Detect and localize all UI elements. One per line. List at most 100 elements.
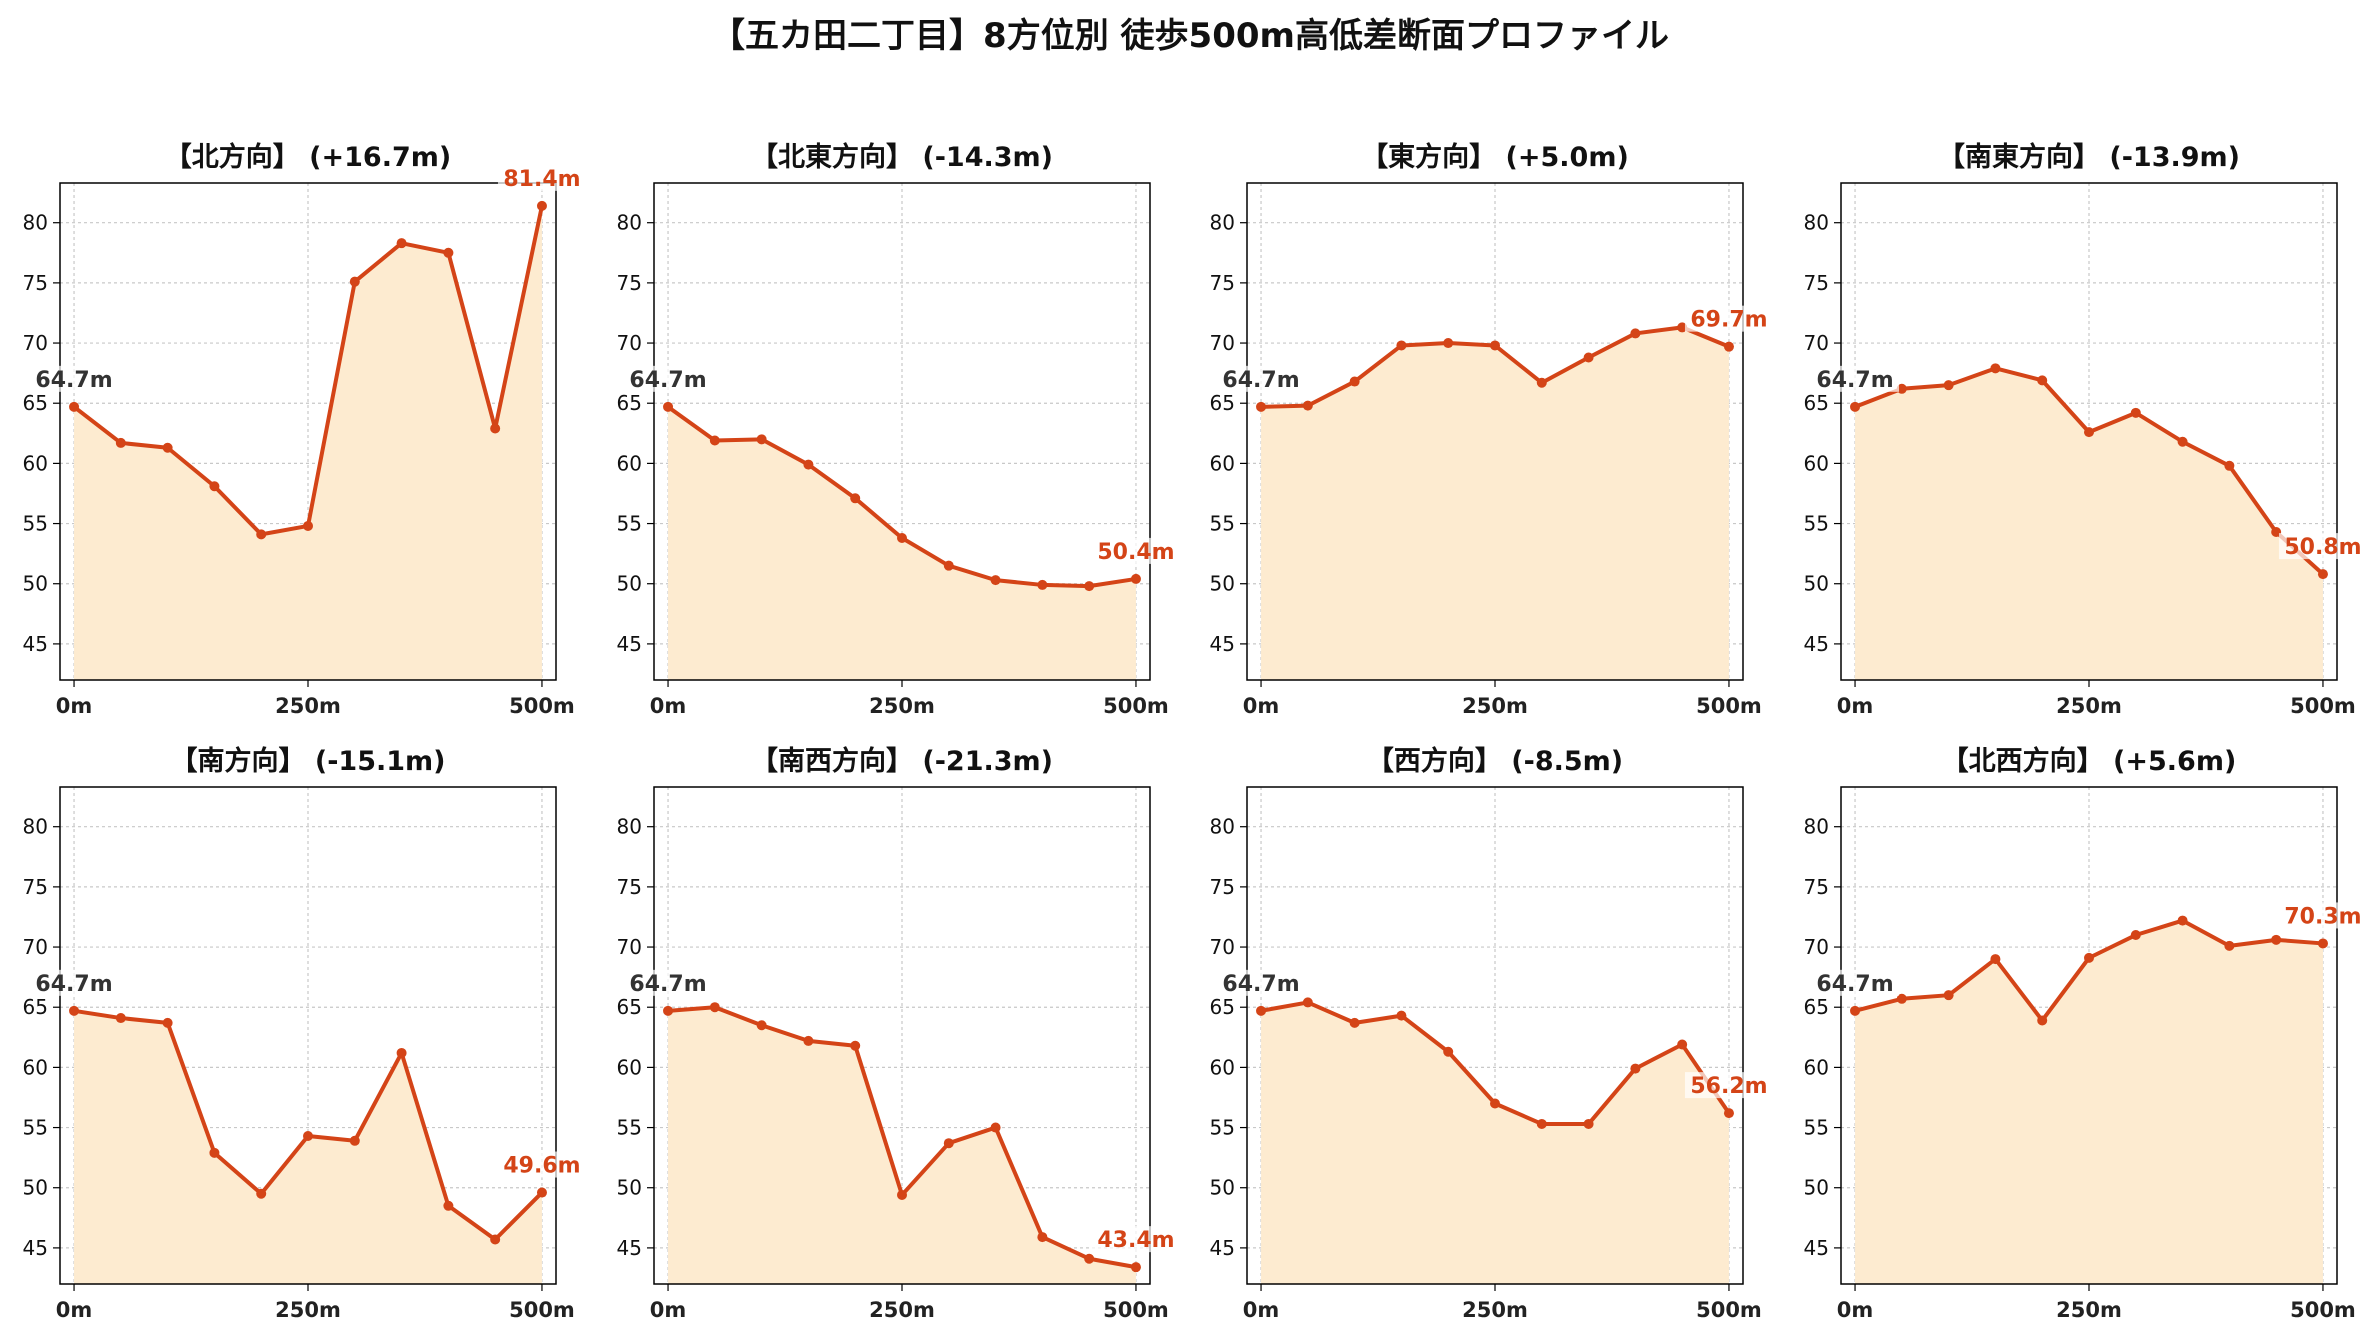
data-point xyxy=(1256,1005,1267,1016)
data-point xyxy=(1349,1017,1360,1028)
data-point xyxy=(1630,328,1641,339)
y-tick-label: 75 xyxy=(1210,271,1235,295)
end-label-bg xyxy=(2278,902,2367,929)
x-tick-label: 500m xyxy=(509,694,575,718)
panel-title: 【南東方向】 (-13.9m) xyxy=(1938,141,2240,173)
end-value-label: 69.7m xyxy=(1690,308,1767,333)
start-value-label: 64.7m xyxy=(1222,368,1299,393)
end-label-bg xyxy=(2278,533,2367,560)
x-tick-label: 250m xyxy=(869,694,935,718)
data-point xyxy=(490,1234,501,1245)
x-tick-label: 500m xyxy=(1103,1298,1169,1322)
y-tick-label: 80 xyxy=(23,211,48,235)
data-point xyxy=(897,533,907,543)
chart-panel-1: 【北方向】 (+16.7m) 45 50 55 60 65 70 75 80 0m 250m 500m… xyxy=(23,141,586,718)
data-point xyxy=(443,1200,454,1211)
data-point xyxy=(443,247,454,258)
y-tick-label: 45 xyxy=(1804,632,1829,656)
data-point xyxy=(1037,579,1048,590)
x-tick-label: 250m xyxy=(869,1298,935,1322)
y-tick-label: 50 xyxy=(1210,1176,1235,1200)
data-point xyxy=(2037,1015,2048,1026)
data-point xyxy=(756,1020,767,1031)
end-value-label: 49.6m xyxy=(503,1154,580,1179)
y-tick-label: 80 xyxy=(617,815,642,839)
data-point xyxy=(115,437,126,448)
y-tick-label: 65 xyxy=(617,391,642,415)
data-point xyxy=(663,1005,674,1016)
data-point xyxy=(1490,340,1500,351)
end-value-label: 56.2m xyxy=(1690,1074,1767,1099)
panel-title: 【北西方向】 (+5.6m) xyxy=(1942,745,2237,777)
x-tick-label: 250m xyxy=(2056,1298,2122,1322)
data-point xyxy=(1677,1039,1688,1050)
y-tick-label: 70 xyxy=(1210,935,1235,959)
x-tick-label: 250m xyxy=(1462,694,1528,718)
x-tick-label: 0m xyxy=(650,694,687,718)
y-tick-label: 50 xyxy=(1210,572,1235,596)
data-point xyxy=(1349,376,1360,387)
data-point xyxy=(709,435,720,446)
data-point xyxy=(162,1017,173,1028)
end-label-bg xyxy=(497,1151,586,1178)
area-fill xyxy=(74,205,542,680)
data-point xyxy=(990,575,1001,586)
data-point xyxy=(2084,952,2094,963)
panel-title: 【西方向】 (-8.5m) xyxy=(1367,745,1623,777)
data-point xyxy=(69,1005,80,1016)
y-tick-label: 50 xyxy=(617,1176,642,1200)
x-tick-label: 0m xyxy=(56,1298,93,1322)
y-tick-label: 65 xyxy=(1210,391,1235,415)
data-point xyxy=(1990,954,2001,965)
data-point xyxy=(209,1147,220,1158)
data-point xyxy=(1723,341,1734,352)
area-fill xyxy=(1855,920,2323,1284)
area-fill xyxy=(668,1007,1136,1284)
y-tick-label: 55 xyxy=(1804,512,1829,536)
data-point xyxy=(303,520,313,531)
start-label-bg xyxy=(1217,365,1306,392)
data-point xyxy=(1396,1010,1407,1021)
data-point xyxy=(990,1122,1001,1133)
data-point xyxy=(2084,427,2094,438)
y-tick-label: 65 xyxy=(1804,391,1829,415)
data-point xyxy=(943,560,954,571)
end-label-bg xyxy=(1091,537,1180,564)
start-label-bg xyxy=(30,365,119,392)
figure-title: 【五カ田二丁目】8方位別 徒歩500m高低差断面プロファイル xyxy=(711,16,1669,56)
y-tick-label: 55 xyxy=(617,512,642,536)
data-point xyxy=(1943,990,1954,1001)
end-value-label: 50.8m xyxy=(2284,535,2361,560)
y-tick-label: 50 xyxy=(23,572,48,596)
chart-panel-7: 【西方向】 (-8.5m) 45 50 55 60 65 70 75 80 0m 250m 500m 6… xyxy=(1210,745,1773,1322)
end-label-bg xyxy=(1684,305,1773,332)
data-point xyxy=(1084,581,1095,592)
y-tick-label: 60 xyxy=(1804,1055,1829,1079)
end-value-label: 43.4m xyxy=(1097,1228,1174,1253)
y-tick-label: 55 xyxy=(23,1116,48,1140)
data-point xyxy=(663,401,674,412)
y-tick-label: 55 xyxy=(1210,512,1235,536)
data-point xyxy=(2130,930,2141,941)
data-point xyxy=(303,1130,313,1141)
end-value-label: 70.3m xyxy=(2284,904,2361,929)
data-point xyxy=(2317,938,2328,949)
x-tick-label: 500m xyxy=(1696,694,1762,718)
data-point xyxy=(1536,377,1547,388)
data-point xyxy=(1630,1063,1641,1074)
y-tick-label: 50 xyxy=(1804,1176,1829,1200)
y-tick-label: 80 xyxy=(1804,211,1829,235)
data-point xyxy=(943,1138,954,1149)
data-point xyxy=(1990,363,2001,374)
data-point xyxy=(897,1189,907,1200)
y-tick-label: 80 xyxy=(1210,815,1235,839)
area-fill xyxy=(1261,327,1729,680)
chart-panel-5: 【南方向】 (-15.1m) 45 50 55 60 65 70 75 80 0m 250m 500m… xyxy=(23,745,586,1322)
y-tick-label: 65 xyxy=(1804,995,1829,1019)
start-value-label: 64.7m xyxy=(1222,972,1299,997)
y-tick-label: 70 xyxy=(1804,331,1829,355)
y-tick-label: 80 xyxy=(1804,815,1829,839)
data-point xyxy=(2224,940,2235,951)
area-fill xyxy=(1855,368,2323,680)
start-label-bg xyxy=(1811,365,1900,392)
